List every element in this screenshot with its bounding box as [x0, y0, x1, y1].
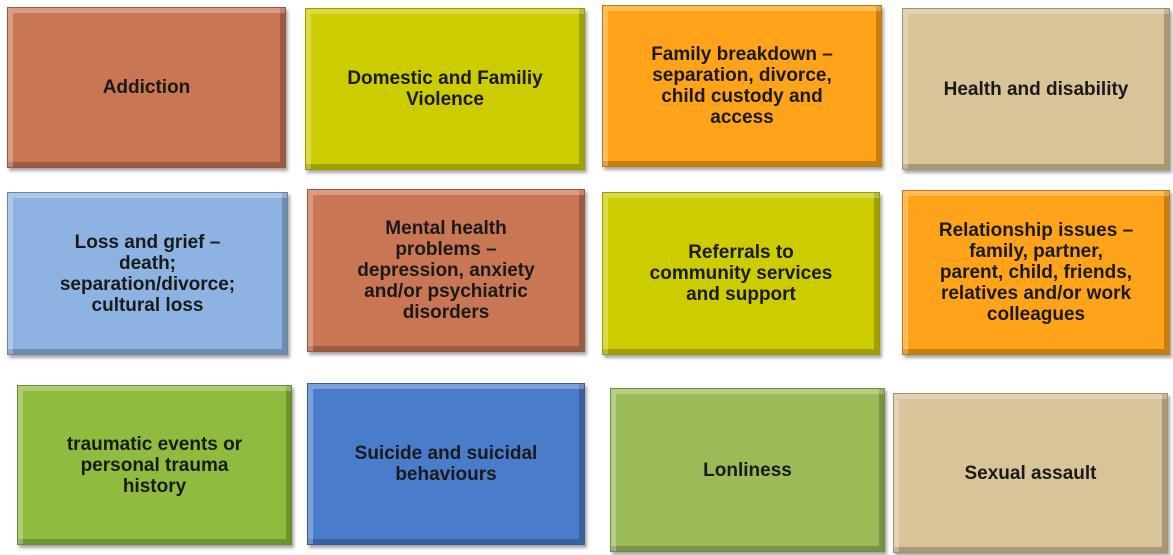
tile-label: separation/divorce; [59, 273, 236, 295]
tile-label: traumatic events or [66, 433, 243, 455]
tile-label: Relationship issues – [938, 220, 1134, 241]
topic-tile: Lonliness [610, 388, 885, 552]
tile-label: Loss and grief – [74, 231, 221, 253]
tile-label: Domestic and Familiy [347, 68, 543, 89]
tile-label: Lonliness [703, 459, 792, 481]
tile-label: Family breakdown – [651, 44, 833, 65]
tile-label: separation, divorce, [652, 65, 832, 86]
tile-label: parent, child, friends, [939, 262, 1133, 283]
tile-label: Referrals to [688, 242, 794, 263]
tile-label: personal trauma [80, 454, 229, 476]
tile-label: disorders [402, 302, 490, 323]
tile-label: relatives and/or work [940, 283, 1132, 304]
tile-label: death; [119, 252, 176, 274]
topic-tile: Domestic and Familiy Violence [305, 8, 585, 170]
tile-label: access [710, 107, 774, 128]
topic-tile: traumatic events or personal trauma histor… [17, 385, 292, 545]
topic-tile: Suicide and suicidal behaviours [307, 383, 585, 545]
tile-label: history [122, 475, 187, 497]
tile-label: depression, anxiety [357, 260, 535, 281]
tile-label: Sexual assault [964, 462, 1097, 484]
topic-tile: Addiction [7, 7, 286, 168]
tile-label: and support [686, 284, 796, 305]
tile-label: community services [649, 263, 833, 284]
topic-tile: Health and disability [902, 8, 1170, 170]
topic-tile: Loss and grief – death; separation/divorce… [7, 192, 288, 355]
tile-label: cultural loss [91, 294, 204, 316]
tile-label: child custody and [661, 86, 823, 107]
tile-label: and/or psychiatric [364, 281, 528, 302]
tile-label: colleagues [986, 304, 1086, 325]
topic-tile: Sexual assault [893, 393, 1168, 553]
topic-tile: Referrals to community services and suppor… [602, 192, 880, 355]
tile-label: Health and disability [943, 78, 1129, 100]
topic-tile: Family breakdown – separation, divorce, ch… [602, 5, 882, 167]
tile-label: family, partner, [969, 241, 1103, 262]
tile-label: Suicide and suicidal [354, 443, 538, 464]
tile-label: Violence [406, 89, 484, 110]
topic-tile: Mental health problems – depression, anxie… [307, 189, 585, 352]
tile-label: Addiction [102, 77, 191, 98]
tile-label: behaviours [395, 464, 497, 485]
tile-label: Mental health [385, 218, 507, 239]
topic-tile: Relationship issues – family, partner, par… [902, 190, 1170, 355]
tile-label: problems – [395, 239, 497, 260]
